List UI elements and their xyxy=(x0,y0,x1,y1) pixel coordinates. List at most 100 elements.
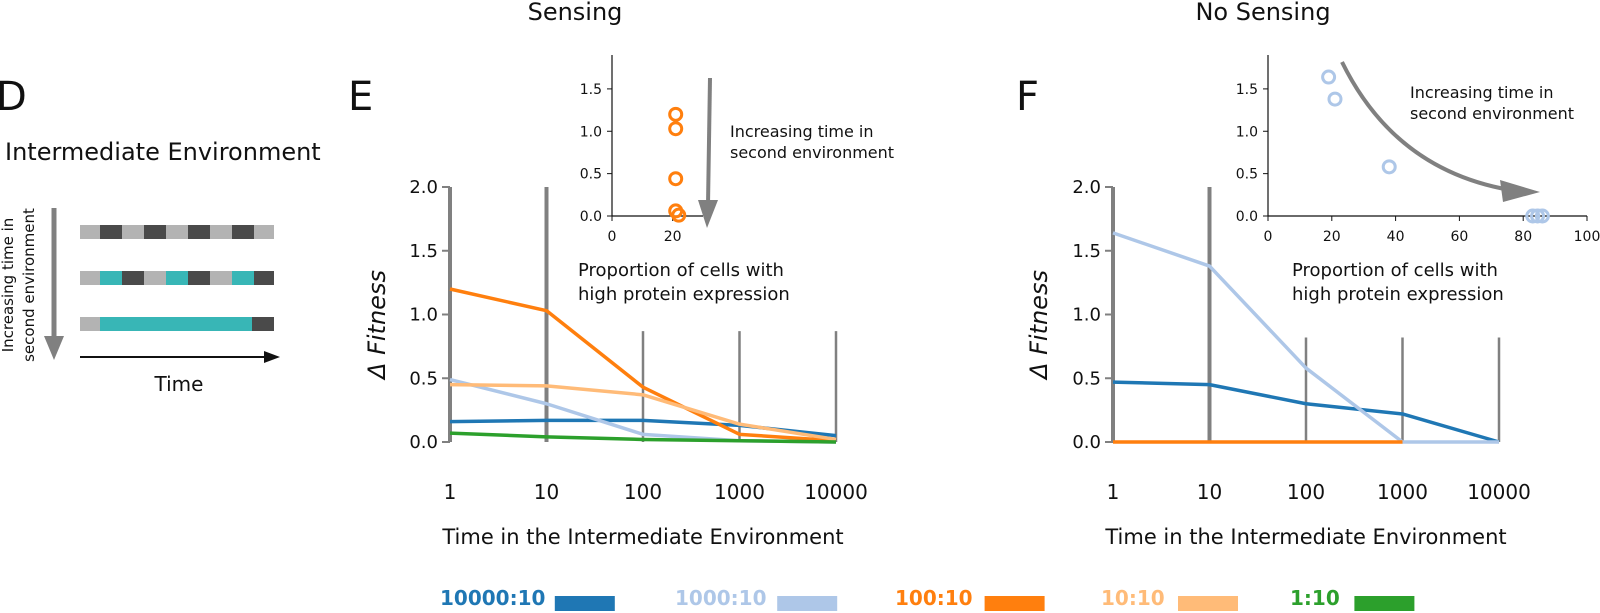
time-axis-arrow-head xyxy=(264,351,280,363)
environment-row-1-segment xyxy=(144,225,166,239)
x-tick-label: 1 xyxy=(444,480,457,504)
panel-f-letter: F xyxy=(1016,74,1039,120)
environment-row-2-segment xyxy=(254,271,274,285)
environment-row-1-segment xyxy=(232,225,254,239)
legend-swatch-10-10 xyxy=(1178,596,1238,611)
time-increase-label-line1: Increasing time in xyxy=(0,218,17,353)
inset-x-tick-label: 80 xyxy=(1514,229,1532,245)
legend-label-1-10: 1:10 xyxy=(1290,586,1340,610)
inset-data-point xyxy=(1321,69,1337,85)
no-sensing-line-chart: 0.0 0.5 1.0 1.5 2.0 1 10 100 1000 10000 Time in th… xyxy=(1025,177,1531,549)
y-tick-label: 1.5 xyxy=(409,241,438,262)
legend-label-10-10: 10:10 xyxy=(1101,586,1165,610)
inset-x-tick-label: 40 xyxy=(1387,229,1405,245)
x-tick-label: 10 xyxy=(534,480,559,504)
x-tick-label: 1000 xyxy=(714,480,765,504)
legend-swatch-10000-10 xyxy=(554,596,615,611)
inset-e-time-arrow-shaft xyxy=(706,77,712,206)
environment-row-1-segment xyxy=(122,225,144,239)
environment-row-2-segment xyxy=(188,271,210,285)
inset-data-point xyxy=(1525,208,1541,224)
environment-row-1-segment xyxy=(166,225,188,239)
series-line-100-10 xyxy=(449,287,837,443)
environment-row-2-segment xyxy=(122,271,144,285)
environment-row-1-segment xyxy=(210,225,232,239)
panel-e-letter: E xyxy=(348,74,373,120)
time-increase-label-line2: second environment xyxy=(20,208,38,362)
environment-row-2-segment xyxy=(166,271,188,285)
inset-x-axis-label-line1: Proportion of cells with xyxy=(1292,260,1498,281)
legend: 10000:10 1000:10 100:10 10:10 1:10 xyxy=(440,586,1415,611)
inset-x-tick-label: 0 xyxy=(1264,229,1273,245)
series-line-10000-10 xyxy=(1112,380,1500,444)
inset-e-annotation-line2: second environment xyxy=(730,143,894,162)
panel-f-header: No Sensing xyxy=(1195,0,1330,26)
environment-row-3-segment xyxy=(100,317,252,331)
panel-d-letter: D xyxy=(0,74,27,120)
y-tick-label: 1.0 xyxy=(1072,305,1101,326)
inset-data-point xyxy=(1530,208,1546,224)
inset-data-point xyxy=(668,171,684,187)
y-tick-label: 0.5 xyxy=(409,368,438,389)
environment-row-1-segment xyxy=(80,225,100,239)
inset-f-annotation-line2: second environment xyxy=(1410,104,1574,123)
legend-swatch-1-10 xyxy=(1354,596,1415,611)
y-tick-label: 1.5 xyxy=(1072,241,1101,262)
inset-x-axis-label-line2: high protein expression xyxy=(1292,284,1504,305)
series-line-1-10 xyxy=(449,431,837,444)
environment-row-2-segment xyxy=(210,271,232,285)
inset-y-tick-label: 1.5 xyxy=(1236,82,1258,98)
inset-data-point xyxy=(668,121,684,137)
x-tick-label: 100 xyxy=(624,480,662,504)
inset-e-annotation-line1: Increasing time in xyxy=(730,122,874,141)
x-tick-label: 10 xyxy=(1197,480,1222,504)
inset-y-tick-label: 1.0 xyxy=(580,124,602,140)
y-axis-label: Δ Fitness xyxy=(363,270,391,381)
series-line-1000-10 xyxy=(1112,231,1499,444)
inset-y-tick-label: 1.5 xyxy=(580,82,602,98)
sensing-line-chart: 0.0 0.5 1.0 1.5 2.0 1 10 100 1000 10000 Time in th… xyxy=(363,177,868,549)
inset-f-time-arrow-shaft xyxy=(1340,61,1511,192)
y-tick-label: 2.0 xyxy=(1072,177,1101,198)
sensing-inset-scatter: 0.0 0.5 1.0 1.5 0 20 Proportion of cells with h… xyxy=(578,55,790,305)
environment-row-2-segment xyxy=(100,271,122,285)
environment-row-1-segment xyxy=(100,225,122,239)
legend-label-1000-10: 1000:10 xyxy=(675,586,767,610)
panel-e-header: Sensing xyxy=(528,0,623,26)
inset-y-tick-label: 0.0 xyxy=(580,209,602,225)
time-increase-arrow-head xyxy=(44,336,64,360)
y-tick-label: 0.5 xyxy=(1072,368,1101,389)
legend-swatch-1000-10 xyxy=(777,596,838,611)
inset-y-tick-label: 0.5 xyxy=(1236,167,1258,183)
inset-y-tick-label: 0.5 xyxy=(580,167,602,183)
inset-x-axis-label-line1: Proportion of cells with xyxy=(578,260,784,281)
x-tick-label: 10000 xyxy=(804,480,868,504)
series-line-10-10 xyxy=(449,382,837,442)
panel-d-title: Intermediate Environment xyxy=(5,138,321,166)
inset-x-tick-label: 20 xyxy=(664,229,682,245)
x-tick-label: 1 xyxy=(1107,480,1120,504)
inset-data-point xyxy=(671,207,687,223)
environment-row-3-segment xyxy=(80,317,100,331)
inset-f-time-arrow-head xyxy=(1500,180,1540,202)
y-tick-label: 0.0 xyxy=(1072,432,1101,453)
inset-data-point xyxy=(1534,208,1550,224)
environment-row-3-segment xyxy=(252,317,274,331)
y-tick-label: 1.0 xyxy=(409,305,438,326)
inset-e-time-arrow-head xyxy=(698,200,718,228)
inset-x-tick-label: 100 xyxy=(1574,229,1600,245)
inset-y-tick-label: 1.0 xyxy=(1236,124,1258,140)
inset-x-tick-label: 60 xyxy=(1450,229,1468,245)
inset-data-point xyxy=(1381,159,1397,175)
legend-label-100-10: 100:10 xyxy=(895,586,973,610)
inset-f-annotation-line1: Increasing time in xyxy=(1410,83,1554,102)
environment-row-1-segment xyxy=(254,225,274,239)
y-axis-label: Δ Fitness xyxy=(1025,270,1053,381)
inset-x-axis-label-line2: high protein expression xyxy=(578,284,790,305)
inset-x-tick-label: 0 xyxy=(608,229,617,245)
environment-row-1-segment xyxy=(188,225,210,239)
inset-y-tick-label: 0.0 xyxy=(1236,209,1258,225)
x-tick-label: 1000 xyxy=(1377,480,1428,504)
inset-x-tick-label: 20 xyxy=(1323,229,1341,245)
